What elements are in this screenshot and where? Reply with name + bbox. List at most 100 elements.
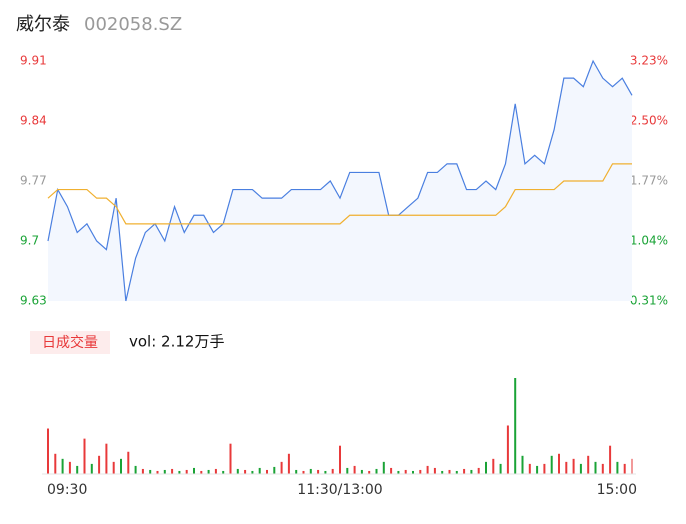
y2-tick-label: 2.50% [630, 114, 668, 128]
volume-bar [207, 469, 210, 474]
y-tick-label: 9.91 [20, 54, 47, 68]
average-line [47, 163, 632, 225]
volume-bar [200, 470, 203, 474]
volume-bar [90, 463, 93, 474]
volume-bar [426, 465, 429, 474]
volume-bar [485, 461, 487, 474]
volume-button[interactable] [30, 331, 110, 354]
volume-bar [141, 468, 144, 474]
volume-bar [572, 458, 575, 474]
volume-bar [631, 458, 633, 474]
volume-bar [543, 463, 546, 474]
volume-bar [214, 468, 217, 474]
volume-bar [324, 470, 327, 474]
volume-bar [353, 465, 356, 474]
x-tick-label: 11:30/13:00 [297, 482, 382, 498]
volume-bar [171, 468, 174, 474]
price-area [48, 61, 632, 301]
volume-bar [229, 443, 232, 474]
volume-bar [470, 469, 473, 474]
volume-bar [455, 470, 458, 474]
y2-tick-label: 0.31% [630, 294, 668, 308]
volume-bar [382, 461, 385, 474]
volume-bar [528, 463, 531, 474]
volume-bar [550, 455, 553, 474]
volume-bar [112, 461, 115, 474]
volume-bar [236, 468, 239, 474]
volume-bar [331, 468, 334, 474]
volume-bar [317, 469, 320, 474]
y-tick-label: 9.63 [20, 294, 47, 308]
volume-bar [178, 470, 181, 474]
volume-bar [287, 453, 290, 474]
volume-bar [448, 469, 451, 474]
volume-bar [601, 463, 604, 474]
volume-bar [368, 470, 371, 474]
volume-total: vol: 2.12万手 [129, 333, 224, 351]
volume-bar [127, 451, 130, 474]
y2-tick-label: 3.23% [630, 54, 668, 68]
volume-bar [412, 470, 414, 474]
volume-bar [390, 467, 393, 474]
volume-bar [156, 470, 159, 474]
volume-bar [251, 470, 254, 474]
volume-bar [375, 468, 378, 474]
volume-bar [419, 469, 422, 474]
y-tick-label: 9.77 [20, 174, 47, 188]
volume-bar [623, 463, 626, 474]
volume-bar [47, 428, 49, 474]
volume-bar [280, 461, 283, 474]
y-tick-label: 9.84 [20, 114, 47, 128]
x-tick-label: 15:00 [597, 482, 637, 498]
volume-bar [565, 461, 568, 474]
volume-bar [244, 469, 247, 474]
volume-bar [587, 455, 590, 474]
volume-bar [463, 468, 466, 474]
volume-bar [579, 463, 582, 474]
y-tick-label: 9.7 [20, 234, 39, 248]
volume-bar [433, 467, 436, 474]
volume-bar [134, 465, 137, 474]
volume-bar [346, 467, 349, 474]
volume-bar [149, 469, 152, 474]
volume-bar [120, 458, 122, 474]
volume-bar [258, 467, 261, 474]
volume-bar [273, 466, 276, 474]
volume-bar [302, 470, 305, 474]
volume-bar [83, 438, 86, 474]
volume-bar [76, 465, 79, 474]
volume-bar [536, 465, 539, 474]
volume-bar [397, 470, 400, 474]
volume-bar [609, 445, 612, 474]
volume-bar [499, 463, 502, 474]
price-line [47, 59, 633, 302]
volume-bar [521, 455, 524, 474]
volume-button-label[interactable]: 日成交量 [42, 334, 98, 351]
volume-bar [193, 467, 195, 474]
volume-bar [616, 461, 619, 474]
volume-bar [594, 461, 597, 474]
x-tick-label: 09:30 [47, 482, 87, 498]
volume-bar [266, 469, 268, 474]
volume-bar [506, 425, 509, 474]
volume-bar [441, 470, 444, 474]
volume-bar [309, 468, 312, 474]
volume-bar [558, 453, 560, 474]
volume-bar [222, 470, 225, 474]
volume-bar [339, 445, 341, 474]
volume-bar [68, 461, 71, 474]
volume-bar [185, 469, 188, 474]
volume-bar [61, 458, 64, 474]
volume-bar [98, 455, 101, 474]
volume-bar [477, 467, 480, 474]
volume-bar [514, 378, 517, 474]
stock-code: 002058.SZ [84, 14, 182, 35]
volume-bar [360, 469, 363, 474]
volume-bar [404, 469, 407, 474]
y2-tick-label: 1.77% [630, 174, 668, 188]
volume-bar [105, 443, 108, 474]
y2-tick-label: 1.04% [630, 234, 668, 248]
volume-bar [295, 469, 298, 474]
volume-bar [54, 453, 57, 474]
